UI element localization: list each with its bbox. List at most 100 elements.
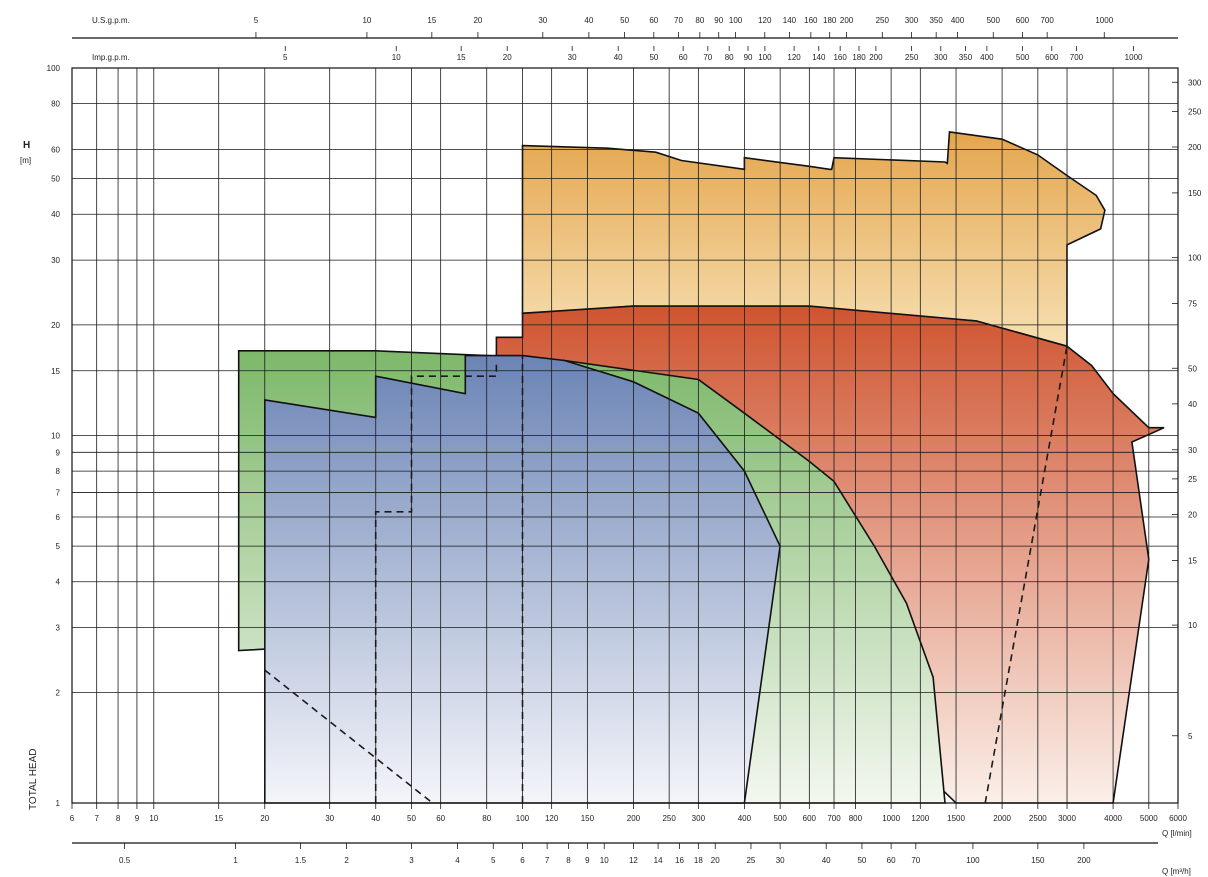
y-right-tick-label: 250 (1188, 107, 1202, 116)
y-tick-label: 5 (56, 542, 61, 551)
usgpm-tick-label: 50 (620, 16, 629, 25)
x-tick-label: 200 (627, 814, 641, 823)
x-tick-label: 400 (738, 814, 752, 823)
m3h-tick-label: 60 (887, 856, 896, 865)
usgpm-tick-label: 500 (987, 16, 1001, 25)
usgpm-tick-label: 60 (649, 16, 658, 25)
usgpm-tick-label: 600 (1016, 16, 1030, 25)
impgpm-tick-label: 700 (1070, 53, 1084, 62)
x-tick-label: 150 (581, 814, 595, 823)
impgpm-tick-label: 100 (758, 53, 772, 62)
x-tick-label: 4000 (1104, 814, 1122, 823)
y-tick-label: 3 (56, 624, 61, 633)
usgpm-axis-label: U.S.g.p.m. (92, 16, 130, 25)
x-tick-label: 80 (482, 814, 491, 823)
impgpm-tick-label: 20 (503, 53, 512, 62)
y-right-tick-label: 150 (1188, 189, 1202, 198)
y-right-tick-label: 100 (1188, 254, 1202, 263)
impgpm-tick-label: 500 (1016, 53, 1030, 62)
impgpm-tick-label: 120 (787, 53, 801, 62)
m3h-tick-label: 16 (675, 856, 684, 865)
impgpm-tick-label: 250 (905, 53, 919, 62)
m3h-tick-label: 4 (455, 856, 460, 865)
x-tick-label: 3000 (1058, 814, 1076, 823)
m3h-tick-label: 7 (545, 856, 550, 865)
m3h-tick-label: 9 (585, 856, 590, 865)
usgpm-tick-label: 80 (695, 16, 704, 25)
usgpm-tick-label: 30 (538, 16, 547, 25)
usgpm-tick-label: 1000 (1095, 16, 1113, 25)
x-tick-label: 800 (849, 814, 863, 823)
usgpm-tick-label: 100 (729, 16, 743, 25)
impgpm-tick-label: 140 (812, 53, 826, 62)
x-tick-label: 5000 (1140, 814, 1158, 823)
m3h-tick-label: 12 (629, 856, 638, 865)
y-right-tick-label: 20 (1188, 510, 1197, 519)
usgpm-tick-label: 250 (876, 16, 890, 25)
impgpm-tick-label: 30 (568, 53, 577, 62)
usgpm-tick-label: 180 (823, 16, 837, 25)
x-tick-label: 2500 (1029, 814, 1047, 823)
m3h-tick-label: 10 (600, 856, 609, 865)
usgpm-tick-label: 700 (1040, 16, 1054, 25)
y-tick-label: 40 (51, 210, 60, 219)
usgpm-tick-label: 160 (804, 16, 818, 25)
usgpm-tick-label: 15 (427, 16, 436, 25)
impgpm-tick-label: 80 (725, 53, 734, 62)
x-tick-label: 120 (545, 814, 559, 823)
q-lmin-axis-label: Q [l/min] (1162, 829, 1192, 838)
m3h-tick-label: 70 (911, 856, 920, 865)
y-right-tick-label: 25 (1188, 475, 1197, 484)
m3h-tick-label: 5 (491, 856, 496, 865)
m3h-tick-label: 25 (746, 856, 755, 865)
y-right-tick-label: 300 (1188, 78, 1202, 87)
y-right-tick-label: 75 (1188, 300, 1197, 309)
y-right-tick-label: 15 (1188, 556, 1197, 565)
x-tick-label: 50 (407, 814, 416, 823)
m3h-tick-label: 100 (966, 856, 980, 865)
x-tick-label: 2000 (993, 814, 1011, 823)
usgpm-tick-label: 40 (584, 16, 593, 25)
x-tick-label: 10 (149, 814, 158, 823)
x-tick-label: 700 (827, 814, 841, 823)
m3h-tick-label: 0.5 (119, 856, 131, 865)
x-tick-label: 8 (116, 814, 121, 823)
x-tick-label: 500 (773, 814, 787, 823)
x-tick-label: 1500 (947, 814, 965, 823)
m3h-tick-label: 20 (711, 856, 720, 865)
impgpm-tick-label: 10 (392, 53, 401, 62)
usgpm-tick-label: 70 (674, 16, 683, 25)
y-right-tick-label: 30 (1188, 446, 1197, 455)
usgpm-tick-label: 350 (929, 16, 943, 25)
usgpm-tick-label: 10 (362, 16, 371, 25)
m3h-tick-label: 2 (344, 856, 349, 865)
y-right-tick-label: 50 (1188, 364, 1197, 373)
impgpm-tick-label: 40 (614, 53, 623, 62)
impgpm-tick-label: 160 (833, 53, 847, 62)
y-tick-label: 60 (51, 146, 60, 155)
x-tick-label: 1000 (882, 814, 900, 823)
x-tick-label: 100 (516, 814, 530, 823)
impgpm-tick-label: 600 (1045, 53, 1059, 62)
x-tick-label: 40 (371, 814, 380, 823)
y-right-tick-label: 200 (1188, 143, 1202, 152)
y-tick-label: 15 (51, 367, 60, 376)
x-tick-label: 30 (325, 814, 334, 823)
y-tick-label: 7 (56, 488, 61, 497)
y-right-tick-label: 40 (1188, 400, 1197, 409)
series-layer (239, 132, 1164, 803)
impgpm-axis-label: Imp.g.p.m. (92, 53, 130, 62)
h-axis-label: H (23, 140, 30, 151)
y-tick-label: 9 (56, 448, 61, 457)
m3h-tick-label: 6 (520, 856, 525, 865)
impgpm-tick-label: 1000 (1125, 53, 1143, 62)
usgpm-tick-label: 140 (783, 16, 797, 25)
usgpm-tick-label: 200 (840, 16, 854, 25)
m3h-tick-label: 50 (857, 856, 866, 865)
y-tick-label: 2 (56, 688, 61, 697)
m3h-tick-label: 150 (1031, 856, 1045, 865)
x-tick-label: 15 (214, 814, 223, 823)
x-tick-label: 7 (94, 814, 99, 823)
y-tick-label: 8 (56, 467, 61, 476)
m3h-tick-label: 200 (1077, 856, 1091, 865)
